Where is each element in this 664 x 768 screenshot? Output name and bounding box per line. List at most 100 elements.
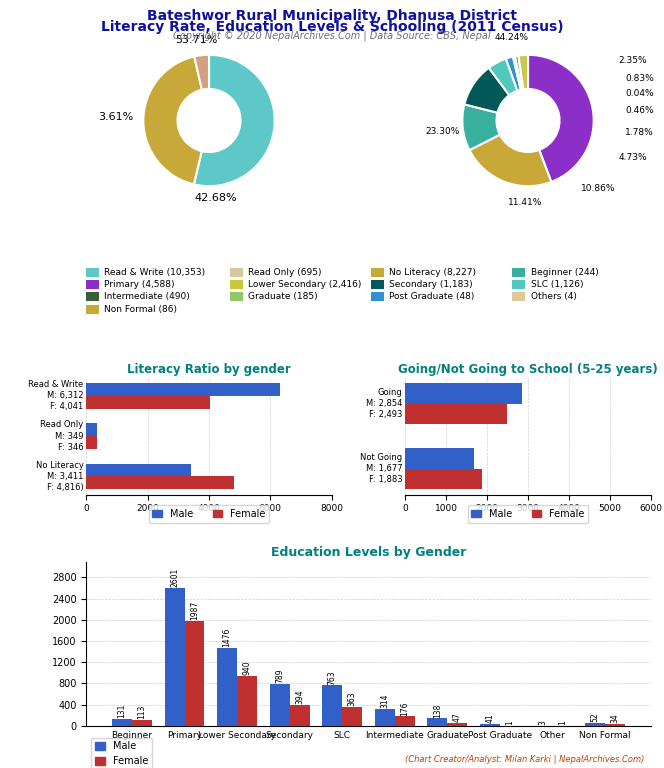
Bar [270, 684, 290, 726]
Text: 52: 52 [590, 713, 600, 722]
Text: 176: 176 [400, 701, 409, 716]
Text: Intermediate (490): Intermediate (490) [104, 293, 190, 302]
Text: 763: 763 [328, 670, 337, 684]
Bar [217, 647, 237, 726]
Text: 10.86%: 10.86% [580, 184, 615, 194]
Text: Primary (4,588): Primary (4,588) [104, 280, 175, 290]
Title: Literacy Ratio by gender: Literacy Ratio by gender [127, 363, 291, 376]
Bar [86, 280, 99, 290]
Bar [185, 621, 205, 726]
Text: Non Formal (86): Non Formal (86) [104, 305, 177, 314]
Wedge shape [513, 56, 522, 90]
Text: 1987: 1987 [190, 601, 199, 620]
Text: Literacy
Ratios: Literacy Ratios [184, 110, 234, 131]
Text: 1476: 1476 [222, 627, 232, 647]
Bar [405, 382, 522, 403]
Wedge shape [469, 134, 551, 186]
Bar [513, 268, 525, 276]
Bar [237, 676, 257, 726]
Legend: Male, Female: Male, Female [149, 505, 270, 523]
Bar [86, 305, 99, 314]
Bar [513, 293, 525, 302]
Wedge shape [195, 55, 209, 90]
Title: Going/Not Going to School (5-25 years): Going/Not Going to School (5-25 years) [398, 363, 658, 376]
Text: Copyright © 2020 NepalArchives.Com | Data Source: CBS, Nepal: Copyright © 2020 NepalArchives.Com | Dat… [173, 31, 491, 41]
Text: Beginner (244): Beginner (244) [531, 268, 598, 276]
Bar [513, 280, 525, 290]
Bar [86, 423, 97, 436]
Text: 2601: 2601 [170, 568, 179, 588]
Bar [405, 468, 482, 489]
Text: 53.71%: 53.71% [175, 35, 217, 45]
Wedge shape [194, 55, 275, 186]
Text: 363: 363 [348, 691, 357, 706]
Bar [585, 723, 605, 726]
Text: 314: 314 [380, 694, 389, 708]
Text: Read & Write (10,353): Read & Write (10,353) [104, 268, 205, 276]
Bar [395, 717, 415, 726]
Wedge shape [489, 58, 517, 95]
Bar [371, 268, 384, 276]
Bar [132, 720, 152, 726]
Text: 0.83%: 0.83% [625, 74, 654, 83]
Bar [405, 448, 474, 468]
Bar [371, 293, 384, 302]
Bar [86, 268, 99, 276]
Text: No Literacy (8,227): No Literacy (8,227) [389, 268, 476, 276]
Text: 1.78%: 1.78% [625, 128, 654, 137]
Bar [480, 723, 500, 726]
Bar [86, 396, 210, 409]
Text: 23.30%: 23.30% [426, 127, 460, 136]
Text: 44.24%: 44.24% [495, 33, 529, 42]
Wedge shape [515, 55, 523, 90]
Text: 394: 394 [295, 690, 304, 704]
Wedge shape [462, 104, 500, 151]
Bar [86, 293, 99, 302]
Text: 3.61%: 3.61% [98, 112, 133, 122]
Text: Secondary (1,183): Secondary (1,183) [389, 280, 473, 290]
Wedge shape [506, 57, 521, 91]
Legend: Male, Female: Male, Female [467, 505, 588, 523]
Text: SLC (1,126): SLC (1,126) [531, 280, 583, 290]
Text: 0.46%: 0.46% [625, 106, 654, 114]
Bar [371, 280, 384, 290]
Text: 1: 1 [558, 720, 567, 725]
Text: Others (4): Others (4) [531, 293, 576, 302]
Bar [86, 382, 280, 396]
Wedge shape [143, 57, 202, 184]
Text: Read Only (695): Read Only (695) [248, 268, 322, 276]
Bar [405, 403, 507, 425]
Bar [112, 719, 132, 726]
Text: 789: 789 [275, 669, 284, 684]
Bar [230, 280, 242, 290]
Wedge shape [519, 55, 528, 89]
Bar [375, 709, 395, 726]
Text: 34: 34 [611, 713, 620, 723]
Text: (Chart Creator/Analyst: Milan Karki | NepalArchives.Com): (Chart Creator/Analyst: Milan Karki | Ne… [404, 755, 644, 764]
Text: Post Graduate (48): Post Graduate (48) [389, 293, 475, 302]
Text: 138: 138 [433, 703, 442, 717]
Text: 1: 1 [505, 720, 515, 725]
Text: 41: 41 [485, 713, 495, 723]
Text: Literacy Rate, Education Levels & Schooling (2011 Census): Literacy Rate, Education Levels & School… [101, 20, 563, 34]
Bar [605, 724, 625, 726]
Text: 11.41%: 11.41% [507, 197, 542, 207]
Text: Lower Secondary (2,416): Lower Secondary (2,416) [248, 280, 362, 290]
Bar [86, 436, 97, 449]
Bar [230, 268, 242, 276]
Bar [448, 723, 467, 726]
Bar [86, 464, 191, 476]
Text: Education
Levels: Education Levels [497, 110, 559, 131]
Text: Bateshwor Rural Municipality, Dhanusa District: Bateshwor Rural Municipality, Dhanusa Di… [147, 9, 517, 23]
Text: 3: 3 [538, 720, 547, 725]
Bar [428, 718, 448, 726]
Text: 42.68%: 42.68% [195, 193, 237, 203]
Text: Graduate (185): Graduate (185) [248, 293, 318, 302]
Title: Education Levels by Gender: Education Levels by Gender [271, 546, 466, 559]
Text: 113: 113 [137, 704, 147, 719]
Text: 940: 940 [242, 660, 252, 675]
Wedge shape [528, 55, 594, 182]
Bar [165, 588, 185, 726]
Text: 47: 47 [453, 713, 462, 723]
Wedge shape [464, 68, 509, 113]
